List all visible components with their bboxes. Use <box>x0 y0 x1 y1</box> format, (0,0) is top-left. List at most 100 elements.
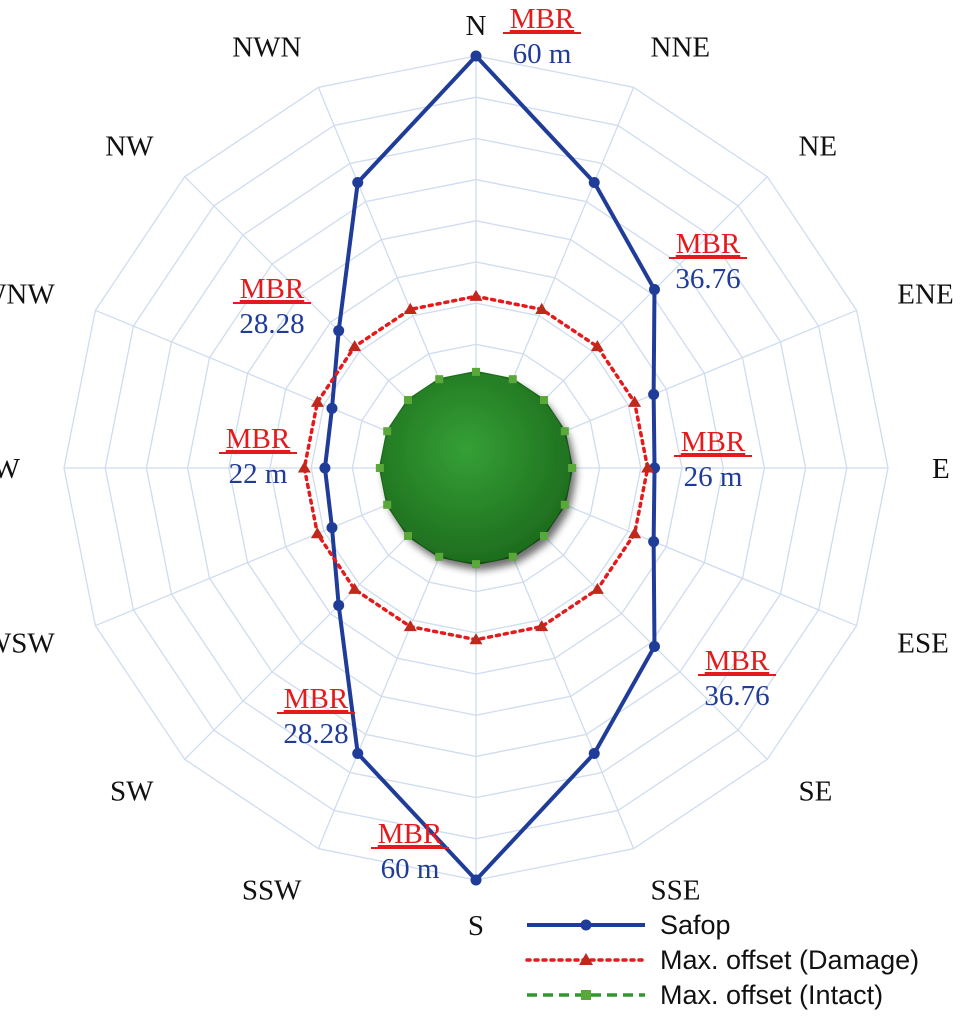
direction-labels: N NNE NE ENE E ESE SE SSE S SSW SW WSW W WNW NW NWN <box>0 10 954 942</box>
direction-label-w: W <box>0 453 21 485</box>
series-layer <box>297 50 661 886</box>
point-max-offset-damage-wnw <box>310 395 324 407</box>
mbr-value-e: 26 m <box>684 461 743 493</box>
point-max-offset-damage-n <box>469 289 483 301</box>
mbr-value-n: 60 m <box>513 38 572 70</box>
legend: Safop Max. offset (Damage) Max. offset (In… <box>525 910 919 1010</box>
point-max-offset-damage-s <box>469 633 483 645</box>
legend-item-max-offset-intact: Max. offset (Intact) <box>527 980 883 1010</box>
mbr-value-w: 22 m <box>229 458 288 490</box>
legend-item-safop: Safop <box>527 910 731 940</box>
point-max-offset-intact-wnw <box>383 427 392 436</box>
point-max-offset-intact-s <box>472 560 480 569</box>
series-max-offset-intact <box>375 367 577 569</box>
series-safop <box>319 50 661 886</box>
direction-label-ese: ESE <box>897 628 949 660</box>
point-safop-nw <box>333 325 345 337</box>
point-max-offset-damage-ene <box>628 395 642 407</box>
point-max-offset-intact-ene <box>560 427 569 436</box>
point-safop-ne <box>648 284 660 296</box>
mbr-title-n: MBR <box>510 3 575 35</box>
legend-marker-max-offset-damage <box>579 953 593 965</box>
point-max-offset-intact-nw <box>404 396 413 405</box>
direction-label-ssw: SSW <box>242 874 302 906</box>
mbr-title-sw: MBR <box>284 683 349 715</box>
point-max-offset-damage-wsw <box>310 527 324 539</box>
point-safop-sse <box>588 747 600 759</box>
point-max-offset-damage-ssw <box>403 620 417 632</box>
point-max-offset-intact-ne <box>539 396 548 405</box>
direction-label-sse: SSE <box>651 874 701 906</box>
point-max-offset-intact-nwn <box>435 375 444 384</box>
point-max-offset-intact-sse <box>508 552 517 561</box>
direction-label-nw: NW <box>105 131 154 163</box>
mbr-title-se: MBR <box>705 645 770 677</box>
point-max-offset-damage-sw <box>348 582 362 594</box>
point-max-offset-intact-w <box>375 464 384 472</box>
point-max-offset-intact-e <box>568 464 577 472</box>
legend-item-max-offset-damage: Max. offset (Damage) <box>525 945 919 975</box>
mbr-title-e: MBR <box>681 426 746 458</box>
point-safop-ene <box>648 388 660 400</box>
mbr-value-se: 36.76 <box>704 680 769 712</box>
direction-label-nne: NNE <box>651 32 711 64</box>
mbr-title-ne: MBR <box>676 228 741 260</box>
point-max-offset-damage-se <box>590 582 604 594</box>
point-max-offset-intact-sw <box>404 531 413 540</box>
mbr-value-sw: 28.28 <box>283 718 348 750</box>
mbr-value-nw: 28.28 <box>239 308 304 340</box>
series-max-offset-damage <box>297 289 655 645</box>
point-safop-se <box>648 640 660 652</box>
point-max-offset-damage-nwn <box>403 302 417 314</box>
point-max-offset-damage-sse <box>535 620 549 632</box>
direction-label-n: N <box>466 10 487 42</box>
point-max-offset-damage-nne <box>535 302 549 314</box>
legend-label-safop: Safop <box>660 910 731 940</box>
direction-label-wnw: WNW <box>0 278 55 310</box>
direction-label-sw: SW <box>110 775 154 807</box>
point-max-offset-intact-n <box>472 367 480 376</box>
point-max-offset-damage-ese <box>628 527 642 539</box>
mbr-value-ne: 36.76 <box>675 263 740 295</box>
point-safop-ese <box>648 536 660 548</box>
direction-label-s: S <box>468 910 484 942</box>
direction-label-e: E <box>932 453 950 485</box>
point-safop-ssw <box>352 747 364 759</box>
point-max-offset-damage-e <box>641 461 655 473</box>
point-max-offset-intact-nne <box>508 375 517 384</box>
point-safop-s <box>470 874 482 886</box>
point-max-offset-damage-nw <box>348 340 362 352</box>
legend-label-max-offset-intact: Max. offset (Intact) <box>660 980 883 1010</box>
legend-marker-safop <box>580 919 592 931</box>
point-max-offset-intact-ese <box>560 500 569 509</box>
point-safop-sw <box>333 599 345 611</box>
direction-label-wsw: WSW <box>0 628 55 660</box>
point-safop-wsw <box>326 522 338 534</box>
point-max-offset-intact-se <box>539 531 548 540</box>
point-safop-nne <box>588 177 600 189</box>
legend-label-max-offset-damage: Max. offset (Damage) <box>660 945 919 975</box>
series-area-fill-max-offset-intact <box>381 373 571 563</box>
point-max-offset-intact-wsw <box>383 500 392 509</box>
point-max-offset-intact-ssw <box>435 552 444 561</box>
point-safop-n <box>470 50 482 62</box>
point-max-offset-damage-w <box>297 461 311 473</box>
direction-label-nwn: NWN <box>232 32 301 64</box>
mbr-title-w: MBR <box>226 423 291 455</box>
direction-label-ene: ENE <box>897 278 953 310</box>
mbr-title-s: MBR <box>378 818 443 850</box>
legend-marker-max-offset-intact <box>581 990 591 1000</box>
mbr-value-s: 60 m <box>381 853 440 885</box>
point-safop-wnw <box>326 402 338 414</box>
point-safop-w <box>319 462 331 474</box>
direction-label-ne: NE <box>798 131 837 163</box>
